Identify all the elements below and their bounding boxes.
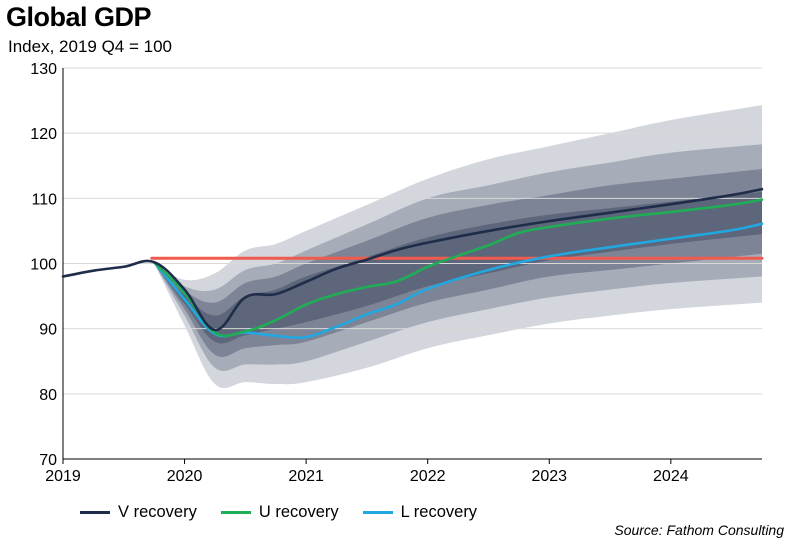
legend-swatch-u xyxy=(220,511,251,514)
y-tick-label: 110 xyxy=(31,191,57,208)
source-note: Source: Fathom Consulting xyxy=(614,522,784,538)
y-tick-label: 130 xyxy=(30,61,57,78)
legend-item-v-recovery: V recovery xyxy=(80,503,197,522)
x-tick-label: 2019 xyxy=(45,468,81,485)
legend-swatch-v xyxy=(80,511,110,514)
legend-label-v: V recovery xyxy=(118,503,197,521)
legend-swatch-l xyxy=(362,511,393,514)
legend-label-u: U recovery xyxy=(258,503,339,521)
y-tick-label: 70 xyxy=(39,452,57,469)
chart-subtitle: Index, 2019 Q4 = 100 xyxy=(8,37,172,56)
series-lines xyxy=(61,187,764,340)
fan-chart-bands xyxy=(154,105,762,389)
y-tick-label: 80 xyxy=(39,387,57,404)
legend-item-u-recovery: U recovery xyxy=(220,503,339,522)
x-tick-label: 2020 xyxy=(167,468,203,485)
series-line-v-recovery xyxy=(61,187,764,332)
x-tick-label: 2022 xyxy=(410,468,446,485)
y-tick-label: 120 xyxy=(30,126,57,143)
legend-item-l-recovery: L recovery xyxy=(362,503,478,522)
series-line-u-recovery xyxy=(152,198,764,338)
x-tick-label: 2024 xyxy=(653,468,689,485)
y-tick-label: 100 xyxy=(30,257,57,274)
gridlines xyxy=(63,67,762,395)
axes: 70 80 90 100 110 120 130 2019 2020 2021 2022 2023 20… xyxy=(30,61,762,485)
x-tick-label: 2021 xyxy=(288,468,324,485)
chart-title: Global GDP xyxy=(6,2,152,32)
y-tick-label: 90 xyxy=(39,322,57,339)
legend-label-l: L recovery xyxy=(400,503,478,521)
x-tick-label: 2023 xyxy=(531,468,567,485)
gdp-chart: 70 80 90 100 110 120 130 2019 2020 2021 2022 2023 20… xyxy=(30,61,764,485)
legend: V recovery U recovery L recovery xyxy=(80,503,501,522)
